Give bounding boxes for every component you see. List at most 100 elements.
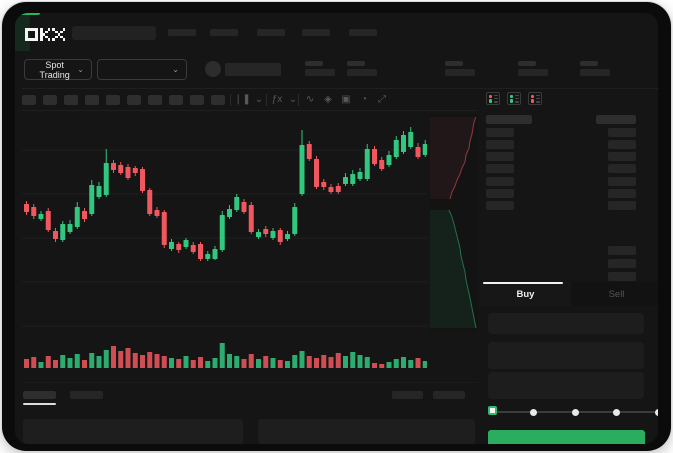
ticker-stat-value [347,69,377,76]
slider-stop-0[interactable] [487,405,497,415]
pair-select[interactable]: ⌄ [97,59,187,80]
ask-amount-placeholder [608,128,636,137]
ask-price-placeholder[interactable] [486,140,514,149]
ask-price-placeholder[interactable] [486,152,514,161]
okx-logo[interactable] [25,28,66,41]
ticker-stat-label [347,61,365,66]
bid-price-placeholder[interactable] [15,24,30,33]
timeframe-button[interactable] [85,95,99,105]
ask-amount-placeholder [608,152,636,161]
ticker-stat-label [518,61,536,66]
divider [22,110,478,111]
ask-amount-placeholder [608,177,636,186]
bottom-tab[interactable] [70,391,103,399]
camera-icon[interactable]: ▣ [341,94,351,105]
trade-tab-indicator [483,282,563,284]
candlestick-chart[interactable] [22,114,427,334]
bid-price-placeholder[interactable] [15,33,30,42]
line-style-icon[interactable]: ∿ [305,94,315,105]
slider-stop-1[interactable] [530,408,537,416]
logo-letter [52,28,66,41]
bid-amount-placeholder [608,246,636,255]
timeframe-button[interactable] [43,95,57,105]
indicator-fx-icon[interactable]: ƒx [271,94,283,105]
volume-chart [22,338,427,368]
divider [22,88,658,89]
bid-price-placeholder[interactable] [15,42,30,51]
timeframe-button[interactable] [148,95,162,105]
market-type-label: Spot Trading [39,59,70,80]
timeframe-button[interactable] [64,95,78,105]
ask-price-placeholder[interactable] [486,177,514,186]
volume-canvas [24,343,427,368]
chevron-down-icon[interactable]: ⌄ [288,94,298,105]
ask-amount-placeholder [608,189,636,198]
ask-price-placeholder[interactable] [486,189,514,198]
bid-price-placeholder[interactable] [15,15,30,24]
divider [22,382,478,383]
orderbook-header-amount [596,115,636,124]
ask-price-placeholder[interactable] [486,201,514,210]
ask-amount-placeholder [608,201,636,210]
chevron-down-icon[interactable]: ⌄ [254,94,264,105]
buy-tab-label[interactable]: Buy [516,289,535,300]
bottom-tab-active[interactable] [23,391,56,399]
search-bar[interactable] [72,26,156,40]
fullscreen-icon[interactable]: ⤢ [378,94,386,105]
chevron-down-icon: ⌄ [77,64,84,74]
market-type-select[interactable]: Spot Trading ⌄ [24,59,92,80]
timeframe-button[interactable] [106,95,120,105]
timeframe-button[interactable] [169,95,183,105]
ask-price-placeholder[interactable] [486,164,514,173]
slider-stop-4[interactable] [654,408,658,416]
order-input-total[interactable] [488,372,644,399]
sell-tab-label[interactable]: Sell [608,289,625,300]
ticker-stat-value [305,69,335,76]
bottom-action-slot[interactable] [392,391,423,399]
timeframe-button[interactable] [190,95,204,105]
ticker-stat-label [305,61,323,66]
ticker-stat-value [580,69,610,76]
book-view-asks-icon[interactable] [528,92,542,105]
app-window: Spot Trading ⌄ ⌄ [15,13,658,444]
bottom-tab-indicator [23,403,56,405]
book-view-both-icon[interactable] [486,92,500,105]
pair-name-placeholder [225,63,281,76]
nav-menu-item[interactable] [168,29,196,36]
nav-menu-item[interactable] [349,29,377,36]
ask-price-placeholder[interactable] [486,128,514,137]
ask-amount-placeholder [608,140,636,149]
slider-stop-2[interactable] [571,408,579,416]
bottom-action-slot[interactable] [433,391,465,399]
order-input-amount[interactable] [488,342,644,369]
candle-type-icon[interactable]: ❘❚ [234,94,251,105]
chevron-down-icon: ⌄ [172,64,179,74]
slider-stop-3[interactable] [613,408,620,416]
ask-amount-placeholder [608,164,636,173]
buy-submit-button[interactable] [488,430,645,444]
nav-menu-item[interactable] [302,29,330,36]
nav-menu-item[interactable] [210,29,238,36]
logo-letter [25,28,38,41]
bottom-panel[interactable] [258,419,475,444]
bid-amount-placeholder [608,272,636,281]
divider [230,94,231,106]
timeframe-button[interactable] [211,95,225,105]
bottom-panel[interactable] [23,419,243,444]
book-view-bids-icon[interactable] [507,92,521,105]
candles-canvas [22,127,427,327]
last-price-badge[interactable] [15,13,40,15]
trade-tab-buy[interactable] [480,282,571,306]
order-input-price[interactable] [488,313,644,334]
divider [266,94,267,106]
depth-canvas [430,116,477,329]
history-clock-icon[interactable]: ◔ [360,94,368,105]
nav-menu-item[interactable] [257,29,285,36]
timeframe-button[interactable] [127,95,141,105]
divider [298,94,299,106]
depth-chart [430,114,478,332]
timeframe-button[interactable] [22,95,36,105]
compare-icon[interactable]: ◈ [324,94,332,105]
